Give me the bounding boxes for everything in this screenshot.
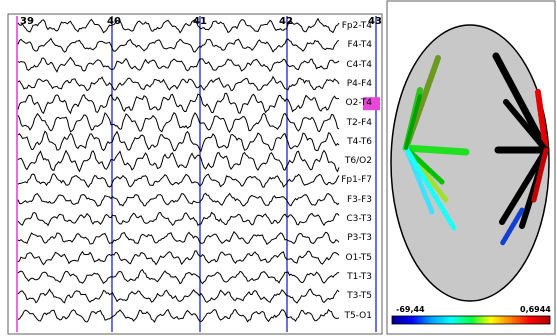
channel-label[interactable]: Fp1-F7	[341, 175, 372, 186]
eeg-trace	[17, 288, 340, 304]
channel-label[interactable]: F4-T4	[347, 40, 372, 51]
eeg-trace-panel[interactable]: 39 40 41 42 43 Fp2-T4 F4-T4 C4-T4 P4-F4 O2-T…	[0, 0, 384, 336]
channel-label[interactable]: T3-T5	[347, 291, 372, 302]
eeg-trace	[17, 37, 340, 53]
channel-label[interactable]: F3-F3	[346, 194, 372, 205]
eeg-trace	[17, 92, 340, 115]
channel-label[interactable]: T4-T6	[347, 136, 372, 147]
eeg-trace	[17, 17, 340, 34]
channel-label[interactable]: T1-T3	[347, 271, 372, 282]
eeg-trace	[17, 130, 340, 153]
eeg-trace	[17, 173, 340, 188]
scale-min-label: -69,44	[396, 305, 425, 314]
eeg-trace	[17, 268, 340, 285]
eeg-trace	[17, 56, 340, 73]
eeg-trace	[17, 75, 340, 92]
channel-highlight	[363, 97, 380, 111]
connection-line	[535, 89, 549, 153]
time-marker-40: 40	[107, 16, 121, 27]
eeg-trace	[17, 192, 340, 207]
eeg-trace	[17, 230, 340, 246]
channel-label[interactable]: T5-O1	[344, 310, 372, 321]
eeg-trace	[17, 149, 340, 173]
channel-label[interactable]: T2-F4	[346, 117, 372, 128]
channel-label[interactable]: P4-F4	[346, 78, 372, 89]
eeg-frame	[7, 13, 383, 335]
color-scale-bar	[391, 315, 551, 325]
eeg-trace	[17, 308, 340, 323]
scale-max-label: 0,6944	[520, 305, 551, 314]
connection-line	[499, 207, 525, 247]
connection-line	[402, 144, 470, 156]
eeg-trace	[17, 250, 340, 266]
connection-line	[499, 147, 549, 225]
channel-label[interactable]: Fp2-T4	[341, 21, 372, 31]
time-marker-39: 39	[20, 16, 34, 27]
channel-label[interactable]: O1-T5	[345, 252, 372, 263]
time-marker-41: 41	[193, 16, 207, 27]
connection-line	[531, 147, 549, 203]
eeg-traces-canvas	[7, 13, 383, 335]
time-marker-43: 43	[368, 16, 382, 27]
eeg-trace	[17, 112, 340, 134]
connection-line	[503, 99, 549, 153]
topographic-map	[386, 0, 556, 335]
topographic-map-panel: -69,44 0,6944	[386, 0, 557, 336]
connection-line	[404, 94, 422, 150]
connection-line	[403, 145, 457, 231]
time-marker-42: 42	[279, 16, 293, 27]
eeg-trace	[17, 211, 340, 227]
channel-label[interactable]: O2-T4	[345, 98, 372, 109]
channel-label[interactable]: C3-T3	[346, 214, 372, 224]
channel-label[interactable]: P3-T3	[347, 233, 372, 244]
connection-line	[492, 52, 550, 154]
channel-label[interactable]: T6/O2	[344, 156, 372, 167]
channel-label[interactable]: C4-T4	[346, 59, 372, 70]
